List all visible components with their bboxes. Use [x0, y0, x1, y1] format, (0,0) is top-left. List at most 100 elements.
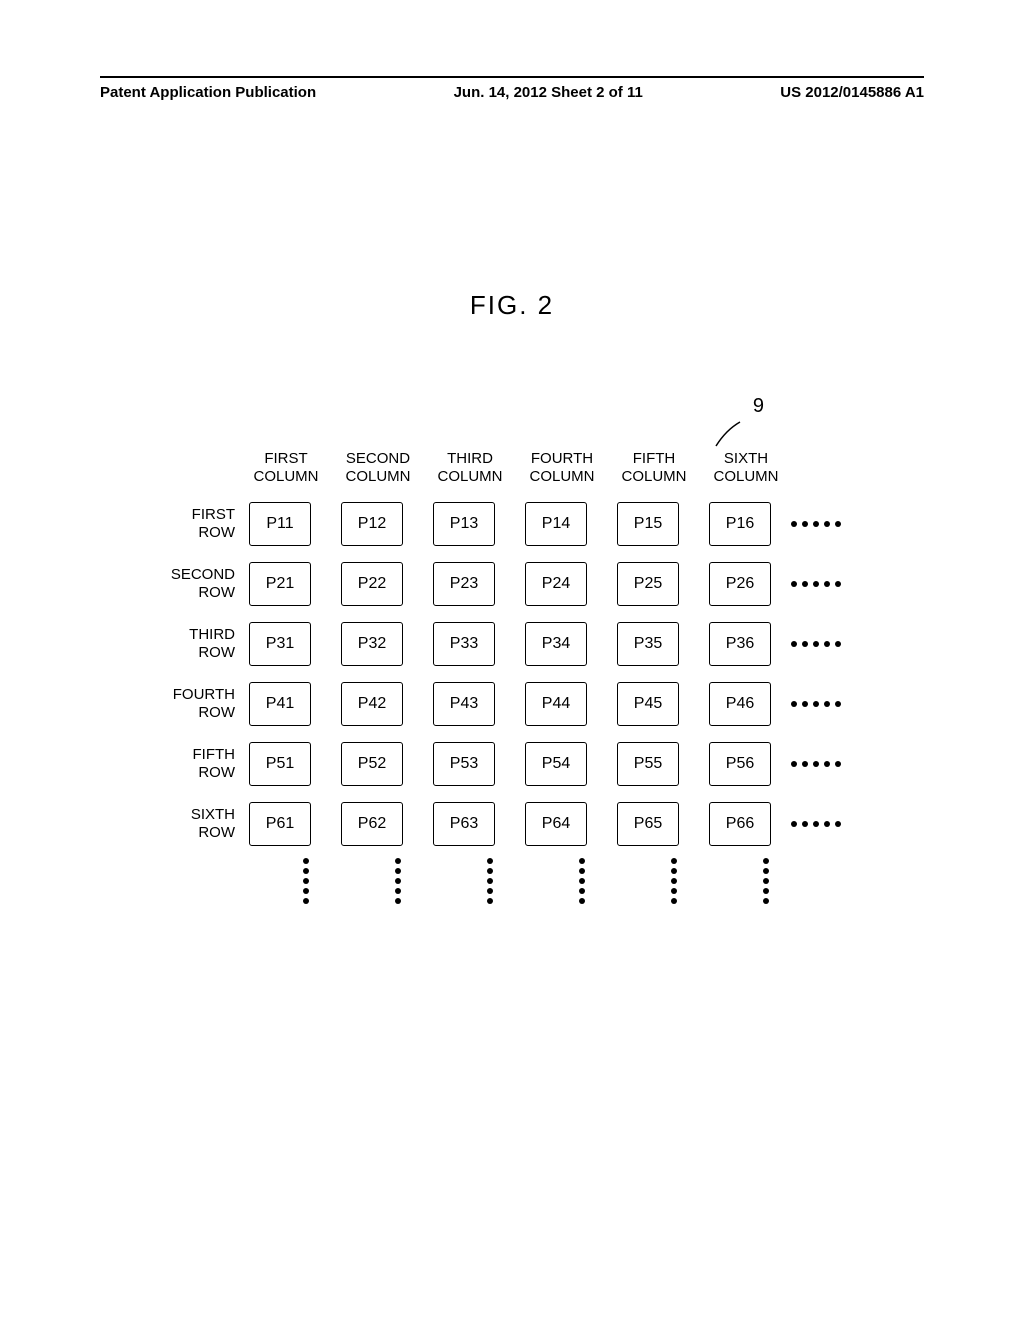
row-label: SIXTHROW	[145, 806, 235, 842]
dot-icon	[579, 888, 585, 894]
dot-icon	[579, 898, 585, 904]
col-header-6: SIXTH COLUMN	[705, 450, 787, 486]
pixel-cell: P11	[249, 502, 311, 546]
dot-icon	[824, 581, 830, 587]
grid-row: FIFTHROWP51P52P53P54P55P56	[145, 742, 885, 786]
dot-icon	[487, 878, 493, 884]
row-label: FIFTHROW	[145, 746, 235, 782]
pixel-cell: P24	[525, 562, 587, 606]
pixel-cell: P66	[709, 802, 771, 846]
pixel-cell: P42	[341, 682, 403, 726]
pixel-cell: P13	[433, 502, 495, 546]
pixel-cell: P56	[709, 742, 771, 786]
dot-icon	[303, 888, 309, 894]
continuation-dots-bottom	[275, 858, 885, 904]
pixel-cell: P52	[341, 742, 403, 786]
col-header-4: FOURTH COLUMN	[521, 450, 603, 486]
dot-icon	[791, 641, 797, 647]
header-left: Patent Application Publication	[100, 84, 316, 101]
row-label-line1: SECOND	[145, 566, 235, 584]
pixel-cell: P31	[249, 622, 311, 666]
continuation-dots-right	[791, 701, 841, 707]
dot-icon	[835, 821, 841, 827]
continuation-dots-right	[791, 521, 841, 527]
pixel-cell: P35	[617, 622, 679, 666]
pixel-cell: P51	[249, 742, 311, 786]
dot-icon	[835, 521, 841, 527]
dot-icon	[813, 821, 819, 827]
reference-numeral: 9	[753, 395, 764, 418]
patent-page: Patent Application Publication Jun. 14, …	[0, 0, 1024, 1320]
dot-icon	[824, 641, 830, 647]
col-header-1: FIRST COLUMN	[245, 450, 327, 486]
row-label-line1: FIFTH	[145, 746, 235, 764]
dot-icon	[671, 868, 677, 874]
dot-icon	[395, 898, 401, 904]
dot-icon	[835, 581, 841, 587]
header-rule	[100, 76, 924, 78]
pixel-cell: P15	[617, 502, 679, 546]
dot-icon	[813, 581, 819, 587]
dot-icon	[824, 701, 830, 707]
pixel-cell: P36	[709, 622, 771, 666]
pixel-cell: P33	[433, 622, 495, 666]
dot-icon	[802, 581, 808, 587]
pixel-cell: P53	[433, 742, 495, 786]
pixel-cell: P16	[709, 502, 771, 546]
pixel-cell: P26	[709, 562, 771, 606]
dot-icon	[813, 761, 819, 767]
continuation-dots-column	[459, 858, 521, 904]
header-center: Jun. 14, 2012 Sheet 2 of 11	[454, 84, 643, 101]
dot-icon	[791, 821, 797, 827]
continuation-dots-column	[735, 858, 797, 904]
dot-icon	[835, 761, 841, 767]
pixel-cell: P43	[433, 682, 495, 726]
pixel-cell: P65	[617, 802, 679, 846]
continuation-dots-column	[367, 858, 429, 904]
pixel-cell: P46	[709, 682, 771, 726]
dot-icon	[303, 878, 309, 884]
dot-icon	[395, 868, 401, 874]
dot-icon	[763, 898, 769, 904]
row-label-line2: ROW	[145, 824, 235, 842]
col-header-line1: THIRD	[429, 450, 511, 468]
dot-icon	[671, 888, 677, 894]
dot-icon	[802, 701, 808, 707]
pixel-cell: P12	[341, 502, 403, 546]
pixel-cell: P62	[341, 802, 403, 846]
row-label-line2: ROW	[145, 704, 235, 722]
col-header-5: FIFTH COLUMN	[613, 450, 695, 486]
dot-icon	[487, 888, 493, 894]
page-header: Patent Application Publication Jun. 14, …	[100, 84, 924, 101]
continuation-dots-column	[551, 858, 613, 904]
reference-leader-line	[714, 418, 744, 448]
pixel-cell: P45	[617, 682, 679, 726]
row-label-line1: FIRST	[145, 506, 235, 524]
dot-icon	[802, 641, 808, 647]
dot-icon	[802, 761, 808, 767]
pixel-cell: P61	[249, 802, 311, 846]
col-header-2: SECOND COLUMN	[337, 450, 419, 486]
pixel-cell: P14	[525, 502, 587, 546]
pixel-cell: P55	[617, 742, 679, 786]
grid-row: SIXTHROWP61P62P63P64P65P66	[145, 802, 885, 846]
dot-icon	[671, 858, 677, 864]
dot-icon	[303, 868, 309, 874]
col-header-line2: COLUMN	[613, 468, 695, 486]
row-label-line1: THIRD	[145, 626, 235, 644]
row-label: SECONDROW	[145, 566, 235, 602]
dot-icon	[802, 821, 808, 827]
continuation-dots-right	[791, 581, 841, 587]
col-header-line1: FIFTH	[613, 450, 695, 468]
pixel-cell: P21	[249, 562, 311, 606]
dot-icon	[487, 898, 493, 904]
figure-title: FIG. 2	[0, 290, 1024, 321]
dot-icon	[763, 868, 769, 874]
col-header-line1: SIXTH	[705, 450, 787, 468]
pixel-cell: P32	[341, 622, 403, 666]
dot-icon	[579, 858, 585, 864]
dot-icon	[487, 868, 493, 874]
column-headers: FIRST COLUMN SECOND COLUMN THIRD COLUMN …	[245, 450, 885, 486]
row-label: FIRSTROW	[145, 506, 235, 542]
dot-icon	[487, 858, 493, 864]
